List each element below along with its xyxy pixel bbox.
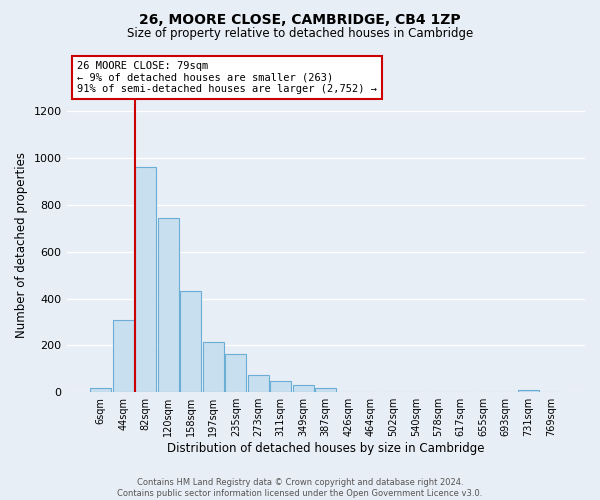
Bar <box>225 354 247 392</box>
Bar <box>203 342 224 392</box>
Bar <box>113 320 134 392</box>
Bar <box>135 168 157 392</box>
Bar <box>90 388 112 392</box>
Bar <box>158 218 179 392</box>
Bar <box>248 376 269 392</box>
Bar <box>293 385 314 392</box>
Y-axis label: Number of detached properties: Number of detached properties <box>15 152 28 338</box>
Bar <box>270 382 292 392</box>
Text: 26, MOORE CLOSE, CAMBRIDGE, CB4 1ZP: 26, MOORE CLOSE, CAMBRIDGE, CB4 1ZP <box>139 12 461 26</box>
Text: Size of property relative to detached houses in Cambridge: Size of property relative to detached ho… <box>127 28 473 40</box>
Bar <box>518 390 539 392</box>
X-axis label: Distribution of detached houses by size in Cambridge: Distribution of detached houses by size … <box>167 442 485 455</box>
Text: 26 MOORE CLOSE: 79sqm
← 9% of detached houses are smaller (263)
91% of semi-deta: 26 MOORE CLOSE: 79sqm ← 9% of detached h… <box>77 61 377 94</box>
Text: Contains HM Land Registry data © Crown copyright and database right 2024.
Contai: Contains HM Land Registry data © Crown c… <box>118 478 482 498</box>
Bar <box>180 291 202 392</box>
Bar <box>315 388 337 392</box>
